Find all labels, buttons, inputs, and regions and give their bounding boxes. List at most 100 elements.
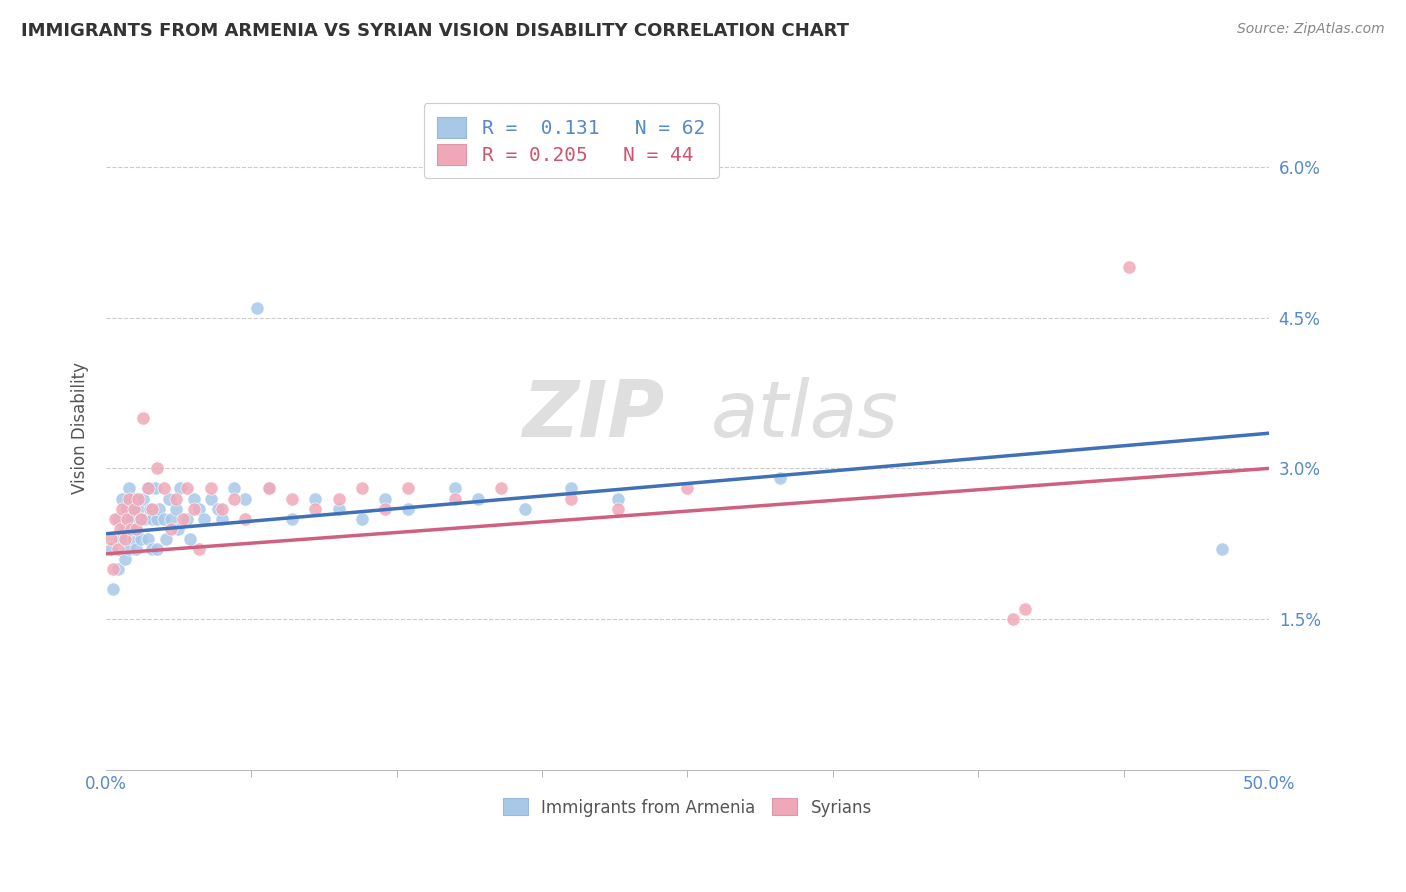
Point xyxy=(246,301,269,315)
Point xyxy=(513,501,536,516)
Point xyxy=(118,482,141,496)
Point xyxy=(146,511,169,525)
Point xyxy=(132,411,155,425)
Point xyxy=(1014,602,1036,616)
Point xyxy=(153,482,176,496)
Point xyxy=(374,491,396,506)
Point xyxy=(222,482,245,496)
Point xyxy=(139,501,162,516)
Point xyxy=(121,511,143,525)
Point xyxy=(141,541,163,556)
Point xyxy=(129,511,152,525)
Point xyxy=(222,491,245,506)
Point xyxy=(172,511,194,525)
Point xyxy=(143,482,166,496)
Point xyxy=(606,491,628,506)
Point xyxy=(107,511,129,525)
Point xyxy=(121,522,143,536)
Point xyxy=(281,511,304,525)
Point xyxy=(108,532,131,546)
Point xyxy=(183,491,205,506)
Point xyxy=(396,501,419,516)
Point xyxy=(281,491,304,506)
Point xyxy=(122,532,145,546)
Point xyxy=(188,541,211,556)
Point xyxy=(1118,260,1140,275)
Point xyxy=(443,491,465,506)
Text: Source: ZipAtlas.com: Source: ZipAtlas.com xyxy=(1237,22,1385,37)
Point xyxy=(183,501,205,516)
Point xyxy=(118,491,141,506)
Point xyxy=(350,482,373,496)
Point xyxy=(560,482,582,496)
Point xyxy=(176,482,198,496)
Point xyxy=(193,511,215,525)
Point xyxy=(141,511,163,525)
Point xyxy=(125,522,148,536)
Point xyxy=(153,511,176,525)
Point xyxy=(560,491,582,506)
Point xyxy=(167,522,190,536)
Point xyxy=(104,511,127,525)
Point xyxy=(148,501,170,516)
Point xyxy=(136,482,159,496)
Point xyxy=(114,522,136,536)
Point xyxy=(374,501,396,516)
Point xyxy=(491,482,513,496)
Point xyxy=(132,491,155,506)
Point xyxy=(200,491,222,506)
Point xyxy=(200,482,222,496)
Point xyxy=(396,482,419,496)
Point xyxy=(155,532,177,546)
Point xyxy=(304,491,326,506)
Point xyxy=(257,482,280,496)
Point xyxy=(157,491,180,506)
Point xyxy=(100,541,122,556)
Point xyxy=(122,491,145,506)
Point xyxy=(127,491,149,506)
Point xyxy=(114,552,136,566)
Point xyxy=(1002,612,1025,626)
Point xyxy=(176,511,198,525)
Point xyxy=(125,522,148,536)
Point xyxy=(127,501,149,516)
Point xyxy=(165,501,187,516)
Legend: Immigrants from Armenia, Syrians: Immigrants from Armenia, Syrians xyxy=(496,792,879,823)
Point xyxy=(111,501,134,516)
Point xyxy=(108,522,131,536)
Point xyxy=(134,511,156,525)
Point xyxy=(304,501,326,516)
Point xyxy=(211,501,233,516)
Point xyxy=(122,501,145,516)
Point xyxy=(118,541,141,556)
Point xyxy=(350,511,373,525)
Point xyxy=(606,501,628,516)
Point xyxy=(207,501,229,516)
Text: ZIP: ZIP xyxy=(522,376,664,452)
Point xyxy=(467,491,489,506)
Point xyxy=(235,491,257,506)
Point xyxy=(235,511,257,525)
Text: IMMIGRANTS FROM ARMENIA VS SYRIAN VISION DISABILITY CORRELATION CHART: IMMIGRANTS FROM ARMENIA VS SYRIAN VISION… xyxy=(21,22,849,40)
Point xyxy=(107,541,129,556)
Y-axis label: Vision Disability: Vision Disability xyxy=(72,362,89,494)
Point xyxy=(160,522,183,536)
Point xyxy=(1211,541,1233,556)
Point xyxy=(111,491,134,506)
Point xyxy=(160,511,183,525)
Point xyxy=(115,511,138,525)
Point xyxy=(101,582,124,596)
Point xyxy=(107,562,129,576)
Point xyxy=(211,511,233,525)
Point xyxy=(676,482,699,496)
Point xyxy=(443,482,465,496)
Point xyxy=(129,511,152,525)
Point xyxy=(141,501,163,516)
Point xyxy=(100,532,122,546)
Text: atlas: atlas xyxy=(710,376,898,452)
Point xyxy=(165,491,187,506)
Point xyxy=(328,491,350,506)
Point xyxy=(257,482,280,496)
Point xyxy=(169,482,191,496)
Point xyxy=(146,541,169,556)
